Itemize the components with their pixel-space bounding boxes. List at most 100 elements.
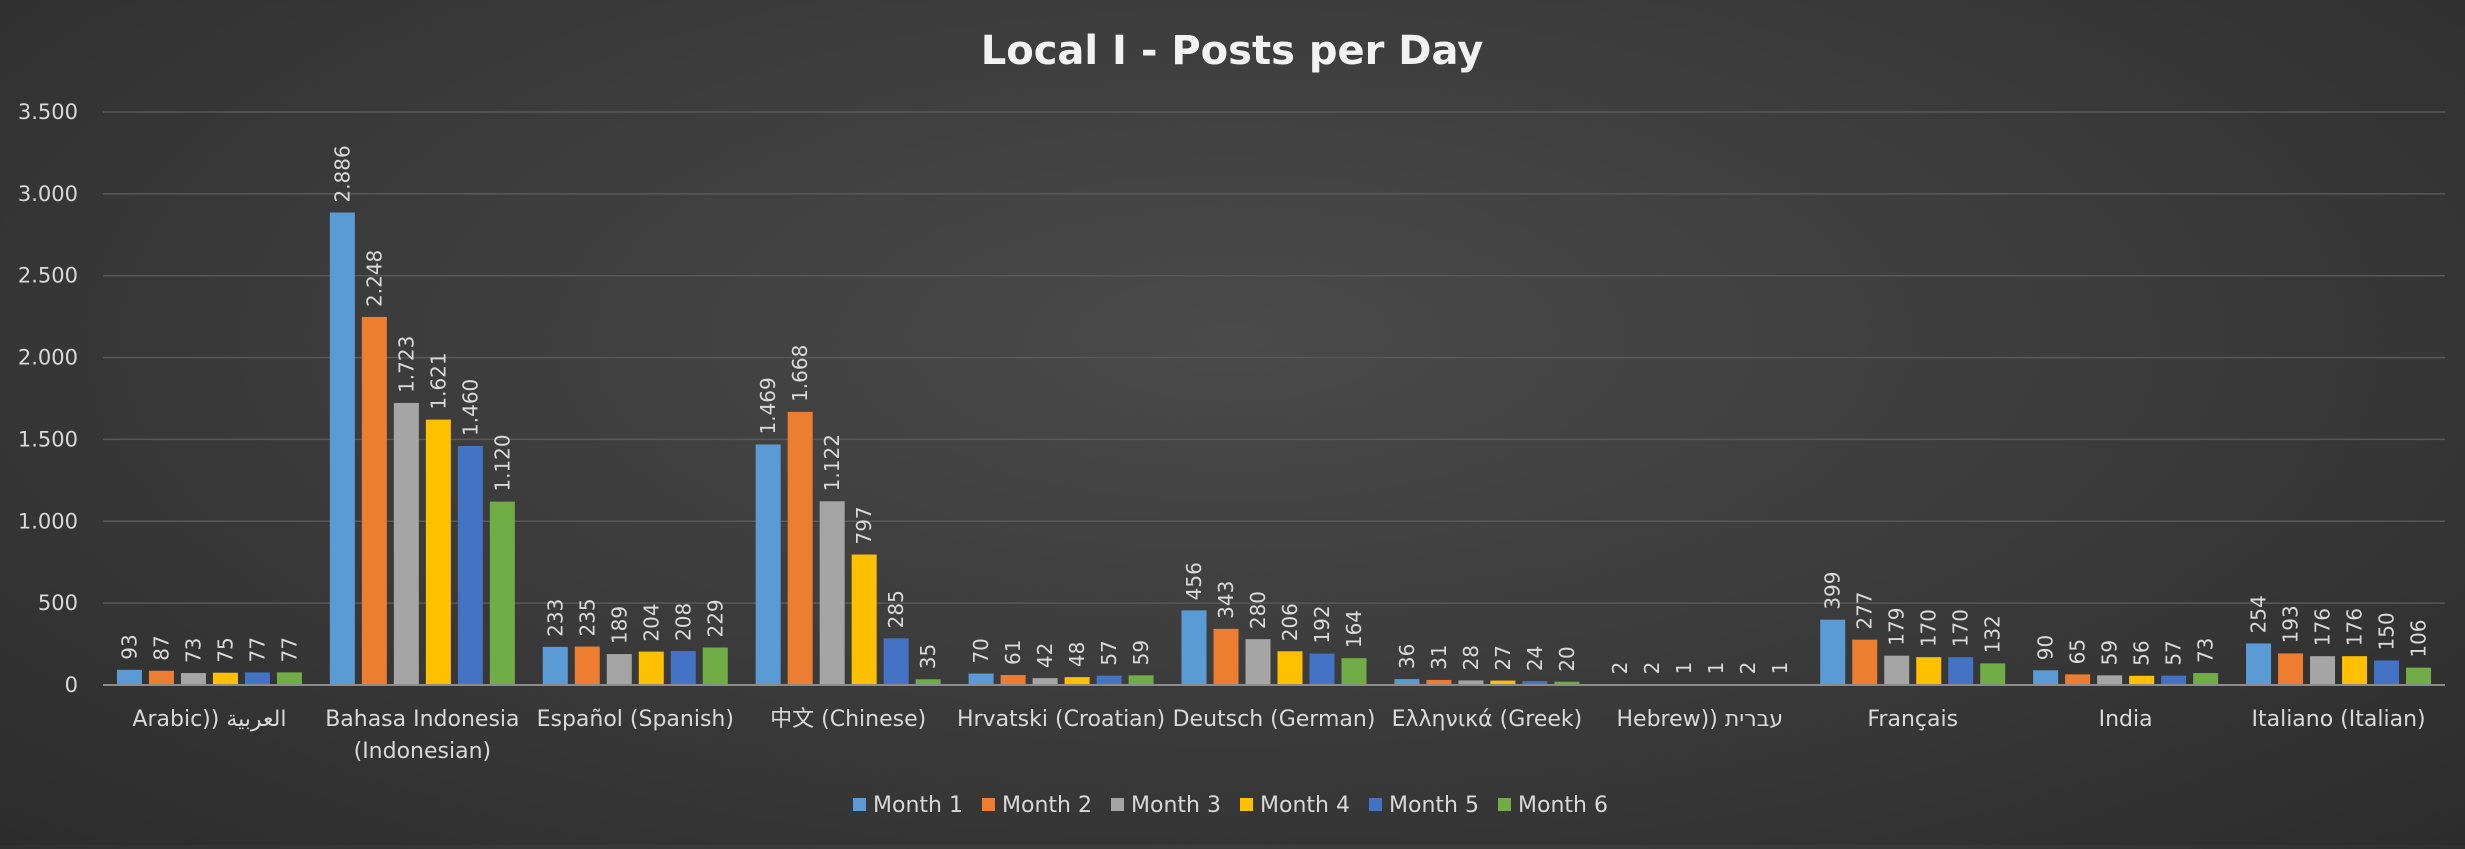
data-label: 1	[1672, 662, 1696, 675]
bar	[1128, 675, 1154, 685]
y-tick-label: 1.500	[18, 427, 78, 451]
data-label: 189	[607, 606, 631, 644]
data-label: 254	[2247, 595, 2271, 633]
data-label: 36	[1395, 644, 1419, 669]
bar	[702, 647, 728, 685]
data-label: 73	[2194, 638, 2218, 663]
data-label: 1.460	[458, 379, 482, 436]
data-label: 106	[2407, 619, 2431, 657]
bar	[2310, 656, 2336, 685]
gridlines	[103, 111, 2445, 604]
data-label: 176	[2311, 608, 2335, 646]
legend: Month 1 Month 2 Month 3 Month 4 Month 5 Month…	[853, 793, 1608, 818]
legend-swatch	[1240, 798, 1253, 811]
x-tick-label: Arabic)) العربية	[132, 707, 286, 732]
bar	[1916, 657, 1942, 685]
bar	[2161, 675, 2187, 685]
bar	[574, 646, 600, 685]
bar	[2374, 660, 2400, 685]
data-label: 193	[2279, 605, 2303, 643]
legend-swatch	[1111, 798, 1124, 811]
data-label: 2.248	[362, 250, 386, 307]
data-labels: 93 87 73 75 77 77 2.886 2.248 1.723 1.621 1.460 1.1…	[117, 145, 2430, 674]
x-tick-label: Italiano (Italian)	[2251, 707, 2425, 732]
data-label: 65	[2066, 639, 2090, 664]
data-label: 204	[639, 603, 663, 641]
data-label: 343	[1214, 581, 1238, 619]
bar	[1341, 658, 1367, 685]
legend-label: Month 2	[1002, 793, 1092, 818]
bar	[393, 402, 419, 685]
data-label: 208	[671, 603, 695, 641]
data-label: 206	[1278, 603, 1302, 641]
bar	[2065, 674, 2091, 685]
bar	[1032, 678, 1058, 685]
data-label: 797	[852, 506, 876, 544]
x-tick-label: Hrvatski (Croatian)	[957, 707, 1165, 732]
bar	[1064, 677, 1090, 685]
data-label: 229	[703, 599, 727, 637]
data-label: 170	[1949, 609, 1973, 647]
data-label: 56	[2130, 640, 2154, 665]
data-label: 1	[1704, 662, 1728, 675]
x-tick-label: Hebrew)) עברית	[1617, 707, 1784, 732]
bar	[915, 679, 941, 685]
bar	[276, 672, 302, 685]
data-label: 77	[245, 637, 269, 662]
bar	[2097, 675, 2123, 685]
y-tick-label: 500	[38, 591, 78, 615]
bar	[180, 673, 206, 685]
bar	[2033, 670, 2059, 685]
bar	[1458, 680, 1484, 685]
data-label: 399	[1821, 571, 1845, 609]
legend-label: Month 4	[1260, 793, 1350, 818]
data-label: 90	[2034, 635, 2058, 660]
legend-label: Month 3	[1131, 793, 1221, 818]
data-label: 2	[1608, 662, 1632, 675]
bar	[244, 672, 270, 685]
bar	[1554, 681, 1580, 685]
bar	[2246, 643, 2272, 685]
x-tick-label: (Indonesian)	[354, 739, 492, 764]
bar	[1096, 675, 1122, 685]
bar	[968, 673, 994, 685]
bar	[1000, 675, 1026, 685]
x-tick-label: Español (Spanish)	[537, 707, 734, 732]
bar	[361, 316, 387, 685]
bar	[755, 444, 781, 685]
y-tick-label: 3.000	[18, 182, 78, 206]
x-tick-label: India	[2099, 707, 2153, 732]
bar	[2406, 667, 2432, 685]
bar	[2278, 653, 2304, 685]
bar	[2193, 673, 2219, 685]
x-tick-label: Français	[1867, 707, 1958, 732]
data-label: 1.668	[788, 345, 812, 402]
y-tick-label: 3.500	[18, 100, 78, 124]
bar	[425, 419, 451, 685]
data-label: 87	[149, 635, 173, 660]
bar	[329, 212, 355, 685]
y-tick-label: 2.500	[18, 264, 78, 288]
bar	[1820, 619, 1846, 685]
data-label: 164	[1342, 610, 1366, 648]
bar	[1213, 628, 1239, 685]
data-label: 77	[277, 637, 301, 662]
data-label: 280	[1246, 591, 1270, 629]
bar	[542, 646, 568, 685]
x-tick-label: Deutsch (German)	[1173, 707, 1376, 732]
data-label: 42	[1033, 643, 1057, 668]
legend-swatch	[1369, 798, 1382, 811]
data-label: 235	[575, 598, 599, 636]
legend-swatch	[1498, 798, 1511, 811]
bars	[116, 212, 2432, 685]
bar	[606, 654, 632, 685]
y-tick-label: 2.000	[18, 346, 78, 370]
bar	[1522, 681, 1548, 685]
bar	[148, 670, 174, 685]
data-label: 61	[1001, 640, 1025, 665]
bar	[2129, 675, 2155, 685]
data-label: 2	[1640, 662, 1664, 675]
data-label: 57	[2162, 640, 2186, 665]
data-label: 27	[1491, 645, 1515, 670]
